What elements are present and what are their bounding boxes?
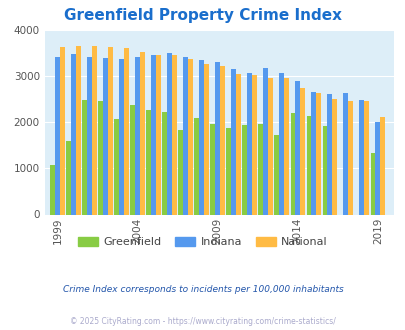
Bar	[279, 73, 284, 214]
Bar	[76, 46, 81, 214]
Bar	[66, 141, 71, 214]
Text: Greenfield Property Crime Index: Greenfield Property Crime Index	[64, 8, 341, 23]
Bar	[124, 48, 128, 214]
Bar	[172, 55, 176, 214]
Bar	[98, 101, 103, 214]
Bar	[146, 110, 151, 214]
Bar	[55, 57, 60, 214]
Bar	[358, 100, 363, 214]
Bar	[290, 113, 294, 214]
Bar	[156, 55, 160, 214]
Bar	[167, 53, 172, 214]
Bar	[114, 119, 119, 214]
Bar	[315, 93, 320, 214]
Bar	[178, 130, 183, 214]
Bar	[82, 100, 87, 214]
Bar	[130, 105, 135, 214]
Bar	[108, 47, 113, 214]
Bar	[226, 128, 231, 214]
Bar	[242, 125, 247, 214]
Bar	[331, 99, 336, 214]
Bar	[284, 78, 288, 214]
Text: Crime Index corresponds to incidents per 100,000 inhabitants: Crime Index corresponds to incidents per…	[62, 285, 343, 294]
Bar	[311, 92, 315, 214]
Bar	[363, 101, 368, 214]
Bar	[135, 57, 140, 215]
Bar	[299, 88, 304, 214]
Bar	[306, 116, 311, 214]
Bar	[215, 62, 220, 214]
Bar	[294, 82, 299, 214]
Bar	[235, 74, 240, 215]
Bar	[92, 46, 96, 214]
Bar	[183, 57, 188, 214]
Bar	[71, 54, 76, 214]
Bar	[151, 55, 156, 214]
Bar	[343, 93, 347, 214]
Bar	[379, 117, 384, 214]
Bar	[220, 66, 224, 214]
Bar	[326, 94, 331, 214]
Bar	[258, 124, 262, 214]
Bar	[262, 68, 267, 214]
Bar	[370, 152, 375, 214]
Bar	[199, 60, 204, 214]
Bar	[188, 59, 192, 215]
Bar	[252, 75, 256, 214]
Bar	[194, 118, 199, 214]
Bar	[87, 57, 92, 214]
Bar	[247, 73, 252, 214]
Bar	[274, 136, 279, 214]
Bar	[50, 165, 55, 214]
Bar	[140, 52, 145, 214]
Bar	[322, 126, 326, 214]
Legend: Greenfield, Indiana, National: Greenfield, Indiana, National	[74, 233, 331, 252]
Bar	[347, 101, 352, 214]
Bar	[162, 112, 167, 214]
Bar	[375, 122, 379, 214]
Bar	[103, 58, 108, 214]
Bar	[267, 78, 272, 214]
Bar	[119, 59, 124, 214]
Bar	[231, 69, 235, 214]
Text: © 2025 CityRating.com - https://www.cityrating.com/crime-statistics/: © 2025 CityRating.com - https://www.city…	[70, 317, 335, 326]
Bar	[210, 124, 215, 214]
Bar	[60, 47, 64, 214]
Bar	[204, 64, 208, 214]
